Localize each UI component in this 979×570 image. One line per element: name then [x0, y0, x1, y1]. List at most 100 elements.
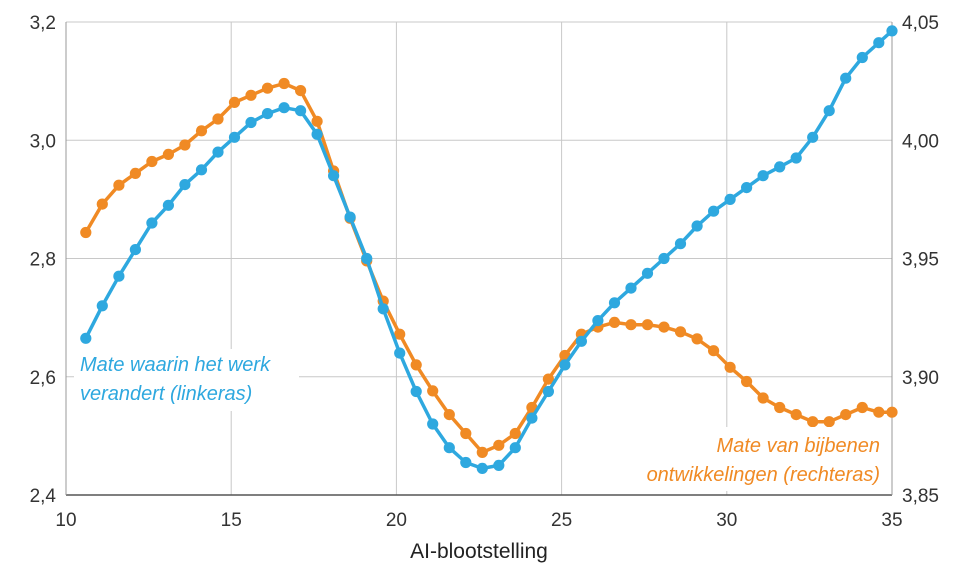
- data-point: [295, 105, 307, 117]
- data-point: [840, 409, 852, 421]
- data-point: [261, 82, 274, 94]
- data-point: [542, 373, 555, 385]
- series-annotation-left: Mate waarin het werk verandert (linkeras…: [74, 349, 299, 411]
- data-point: [278, 102, 290, 114]
- series-right-axis: [80, 77, 898, 458]
- data-point: [509, 442, 521, 454]
- data-point: [96, 300, 108, 312]
- data-point: [80, 226, 92, 239]
- data-point: [790, 409, 802, 421]
- data-point: [476, 462, 488, 474]
- grid-lines: [66, 21, 892, 496]
- data-point: [641, 319, 654, 331]
- data-point: [886, 25, 898, 37]
- data-point: [377, 303, 389, 315]
- data-point: [80, 332, 92, 344]
- series-annotation-right: Mate van bijbenen ontwikkelingen (rechte…: [616, 427, 886, 491]
- data-point: [658, 252, 670, 265]
- data-point: [708, 345, 720, 357]
- data-point: [394, 328, 406, 340]
- x-tick-labels: 10 15 20 25 30 35: [55, 510, 902, 531]
- data-point: [162, 148, 174, 160]
- data-point: [856, 401, 868, 414]
- data-point: [113, 270, 125, 282]
- data-point: [840, 72, 852, 84]
- right-y-tick-label: 3,95: [902, 250, 939, 271]
- right-y-tick-label: 4,05: [902, 13, 939, 34]
- data-point: [460, 456, 472, 469]
- data-point: [146, 155, 158, 168]
- data-point: [410, 385, 422, 398]
- data-point: [886, 406, 898, 418]
- x-tick-label: 25: [551, 510, 572, 531]
- data-point: [575, 335, 588, 347]
- left-y-tick-label: 2,6: [30, 368, 56, 389]
- data-point: [658, 321, 670, 333]
- data-point: [146, 217, 158, 229]
- data-point: [807, 131, 819, 143]
- data-point: [427, 418, 439, 430]
- annotation-left-line-1: Mate waarin het werk: [80, 354, 271, 376]
- x-tick-label: 15: [221, 510, 242, 531]
- data-point: [394, 347, 406, 359]
- data-point: [179, 139, 191, 151]
- data-point: [592, 315, 604, 327]
- data-point: [328, 170, 340, 182]
- data-point: [195, 164, 208, 176]
- x-axis-label: AI-blootstelling: [410, 540, 548, 563]
- data-point: [526, 412, 538, 424]
- data-point: [129, 244, 141, 256]
- data-point: [823, 105, 835, 117]
- data-point: [856, 51, 868, 64]
- data-point: [261, 108, 274, 120]
- data-point: [774, 161, 786, 173]
- data-point: [129, 167, 141, 179]
- data-point: [443, 442, 455, 454]
- data-point: [311, 128, 323, 140]
- data-point: [823, 416, 835, 428]
- data-point: [625, 319, 637, 331]
- data-point: [873, 406, 885, 418]
- data-point: [410, 359, 422, 371]
- data-point: [493, 459, 505, 471]
- data-point: [674, 238, 687, 250]
- x-tick-label: 30: [716, 510, 737, 531]
- x-tick-label: 10: [55, 510, 76, 531]
- data-point: [195, 125, 208, 137]
- left-y-tick-label: 2,4: [30, 486, 57, 507]
- data-point: [790, 152, 802, 164]
- left-y-tick-labels: 2,4 2,6 2,8 3,0 3,2: [30, 13, 57, 507]
- data-point: [741, 375, 753, 388]
- data-point: [691, 220, 703, 232]
- data-point: [96, 198, 108, 210]
- data-point: [493, 439, 505, 451]
- data-point: [427, 385, 439, 397]
- data-point: [708, 205, 720, 217]
- data-point: [625, 282, 637, 294]
- data-point: [212, 146, 224, 158]
- right-y-tick-label: 4,00: [902, 131, 939, 152]
- data-point: [311, 115, 323, 127]
- data-point: [228, 131, 241, 143]
- data-point: [741, 182, 753, 194]
- data-point: [542, 385, 555, 398]
- data-point: [344, 211, 356, 223]
- data-point: [179, 179, 191, 191]
- left-y-tick-label: 3,0: [30, 131, 56, 152]
- data-point: [674, 326, 687, 338]
- right-y-tick-label: 3,90: [902, 368, 939, 389]
- annotation-right-line-1: Mate van bijbenen: [717, 435, 880, 457]
- data-point: [509, 427, 521, 440]
- data-point: [873, 37, 885, 49]
- left-y-tick-label: 3,2: [30, 13, 56, 34]
- data-point: [641, 267, 654, 279]
- data-point: [212, 113, 224, 125]
- annotation-right-line-2: ontwikkelingen (rechteras): [647, 464, 880, 486]
- series-left-axis: [80, 25, 898, 474]
- data-point: [724, 193, 736, 205]
- data-point: [476, 446, 488, 458]
- data-point: [774, 401, 786, 414]
- data-point: [691, 333, 703, 345]
- data-point: [295, 85, 307, 97]
- data-point: [245, 116, 257, 129]
